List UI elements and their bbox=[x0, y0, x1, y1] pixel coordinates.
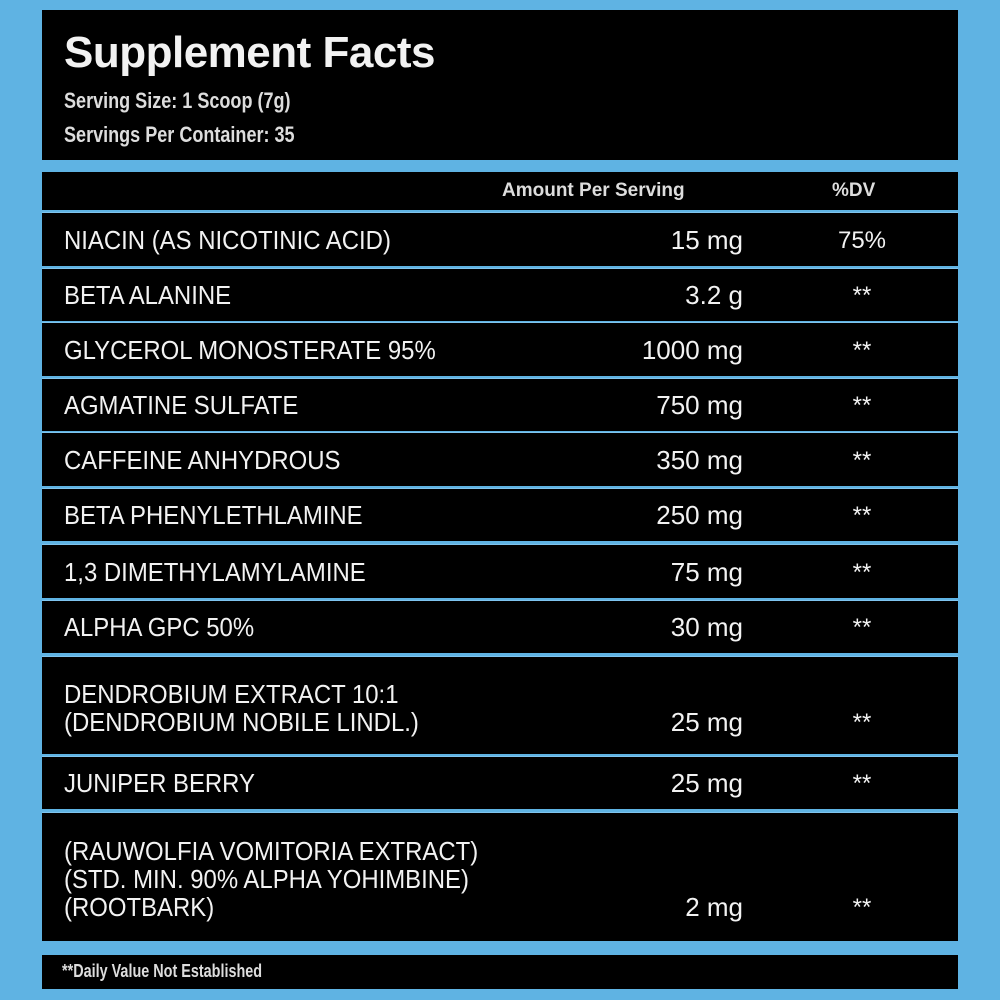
ingredient-amount: 1000 mg bbox=[641, 334, 743, 365]
ingredient-row: GLYCEROL MONOSTERATE 95% 1000 mg ** bbox=[42, 322, 958, 376]
footnote-box: **Daily Value Not Established bbox=[42, 955, 958, 989]
ingredient-amount: 250 mg bbox=[656, 500, 743, 530]
ingredient-dv: ** bbox=[852, 446, 872, 474]
ingredient-name: DENDROBIUM EXTRACT 10:1 (DENDROBIUM NOBI… bbox=[64, 678, 419, 737]
ingredient-row: BETA ALANINE 3.2 g ** bbox=[42, 268, 958, 321]
ingredient-amount: 25 mg bbox=[670, 768, 743, 798]
ingredient-name: CAFFEINE ANHYDROUS bbox=[64, 444, 341, 475]
ingredient-row: AGMATINE SULFATE 750 mg ** bbox=[42, 378, 958, 431]
ingredient-row: CAFFEINE ANHYDROUS 350 mg ** bbox=[42, 432, 958, 486]
ingredient-row: ALPHA GPC 50% 30 mg ** bbox=[42, 600, 958, 653]
ingredient-dv: 75% bbox=[837, 226, 887, 254]
ingredient-row: (RAUWOLFIA VOMITORIA EXTRACT) (STD. MIN.… bbox=[42, 812, 958, 941]
amount-column-header: Amount Per Serving bbox=[502, 180, 685, 201]
ingredient-name: (RAUWOLFIA VOMITORIA EXTRACT) (STD. MIN.… bbox=[64, 836, 479, 922]
ingredient-row: 1,3 DIMETHYLAMYLAMINE 75 mg ** bbox=[42, 544, 958, 598]
ingredient-dv: ** bbox=[852, 502, 872, 529]
ingredient-amount: 350 mg bbox=[656, 444, 743, 475]
ingredient-row: JUNIPER BERRY 25 mg ** bbox=[42, 756, 958, 809]
ingredient-name: 1,3 DIMETHYLAMYLAMINE bbox=[64, 556, 366, 587]
label-title: Supplement Facts bbox=[64, 28, 435, 77]
ingredient-dv: ** bbox=[852, 770, 872, 797]
ingredient-dv: ** bbox=[852, 894, 872, 921]
ingredient-dv: ** bbox=[852, 614, 872, 641]
ingredient-dv: ** bbox=[852, 282, 872, 309]
ingredient-name: NIACIN (AS NICOTINIC ACID) bbox=[64, 224, 391, 255]
label-header: Supplement Facts Serving Size: 1 Scoop (… bbox=[42, 10, 958, 160]
ingredient-row: NIACIN (AS NICOTINIC ACID) 15 mg 75% bbox=[42, 212, 958, 266]
ingredient-amount: 3.2 g bbox=[685, 280, 743, 310]
ingredient-dv: ** bbox=[852, 392, 872, 419]
ingredient-row: BETA PHENYLETHLAMINE 250 mg ** bbox=[42, 488, 958, 541]
ingredient-dv: ** bbox=[852, 336, 872, 364]
ingredient-amount: 750 mg bbox=[656, 390, 743, 420]
ingredient-dv: ** bbox=[852, 558, 872, 586]
ingredient-name: ALPHA GPC 50% bbox=[64, 612, 255, 642]
ingredient-amount: 15 mg bbox=[670, 224, 743, 255]
ingredient-name: AGMATINE SULFATE bbox=[64, 390, 299, 420]
serving-size: Serving Size: 1 Scoop (7g) bbox=[64, 88, 291, 113]
ingredient-dv: ** bbox=[852, 708, 872, 736]
ingredient-amount: 75 mg bbox=[670, 556, 743, 587]
ingredient-name: GLYCEROL MONOSTERATE 95% bbox=[64, 334, 436, 365]
dv-column-header: %DV bbox=[832, 180, 876, 201]
ingredient-name: BETA PHENYLETHLAMINE bbox=[64, 500, 363, 530]
servings-per-container: Servings Per Container: 35 bbox=[64, 122, 295, 147]
footnote: **Daily Value Not Established bbox=[62, 961, 263, 981]
ingredient-amount: 25 mg bbox=[670, 706, 743, 737]
ingredient-amount: 30 mg bbox=[670, 612, 743, 642]
column-headers: Amount Per Serving %DV bbox=[42, 172, 958, 210]
ingredient-amount: 2 mg bbox=[685, 892, 743, 922]
ingredient-row: DENDROBIUM EXTRACT 10:1 (DENDROBIUM NOBI… bbox=[42, 656, 958, 754]
ingredient-name: BETA ALANINE bbox=[64, 280, 232, 310]
ingredient-name: JUNIPER BERRY bbox=[64, 768, 255, 798]
